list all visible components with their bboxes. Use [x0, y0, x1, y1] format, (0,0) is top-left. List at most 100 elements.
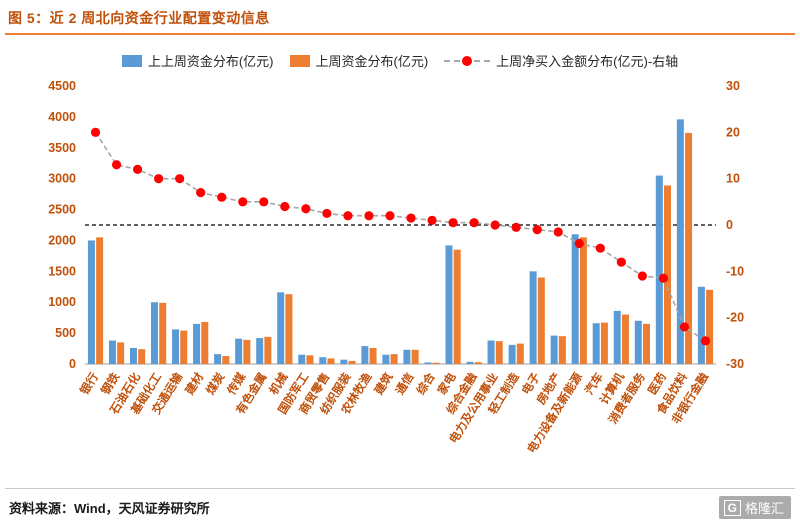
bar-上上周资金分布(亿元)-机械 — [277, 292, 285, 364]
legend-label-week-before-last: 上上周资金分布(亿元) — [147, 54, 274, 69]
bar-上上周资金分布(亿元)-纺织服装 — [340, 359, 348, 364]
bar-上周资金分布(亿元)-基础化工 — [159, 302, 167, 364]
figure-title: 图 5：近 2 周北向资金行业配置变动信息 — [8, 10, 270, 26]
net-buy-dot-家电 — [448, 218, 458, 228]
net-buy-dot-消费者服务 — [637, 271, 647, 281]
bar-上周资金分布(亿元)-电力及公用事业 — [495, 341, 503, 364]
right-axis-labels: -30 -20 -10 0 10 20 30 — [726, 79, 744, 371]
net-buy-dot-传媒 — [238, 197, 248, 207]
svg-text:-20: -20 — [726, 311, 744, 325]
net-buy-dot-建材 — [196, 187, 206, 198]
bar-上周资金分布(亿元)-家电 — [453, 249, 461, 364]
net-buy-dot-国防军工 — [301, 204, 311, 214]
net-buy-dot-农林牧渔 — [364, 211, 374, 221]
svg-text:0: 0 — [726, 218, 733, 232]
bar-上周资金分布(亿元)-有色金属 — [264, 336, 272, 364]
net-buy-dot-综合 — [427, 215, 437, 225]
chart-legend: 上上周资金分布(亿元) 上周资金分布(亿元) 上周净买入金额分布(亿元)-右轴 — [0, 51, 800, 70]
net-buy-dot-医药 — [658, 273, 669, 283]
blue-bar-swatch-icon — [121, 54, 142, 67]
net-buy-dot-煤炭 — [217, 192, 227, 202]
net-buy-dot-纺织服装 — [343, 211, 353, 221]
svg-text:-30: -30 — [726, 357, 744, 371]
bar-上周资金分布(亿元)-医药 — [664, 185, 672, 364]
bar-上上周资金分布(亿元)-煤炭 — [214, 354, 222, 364]
bar-上上周资金分布(亿元)-商贸零售 — [319, 357, 327, 364]
bar-上上周资金分布(亿元)-交通运输 — [172, 329, 180, 364]
bar-上周资金分布(亿元)-非银行金融 — [706, 289, 714, 364]
bar-上上周资金分布(亿元)-国防军工 — [298, 354, 306, 364]
net-buy-dot-建筑 — [385, 211, 395, 221]
bar-上上周资金分布(亿元)-电子 — [529, 271, 537, 364]
bar-上周资金分布(亿元)-商贸零售 — [327, 358, 335, 364]
bar-上周资金分布(亿元)-通信 — [411, 349, 419, 364]
bars-series-0 — [87, 119, 705, 364]
svg-text:银行: 银行 — [77, 370, 101, 397]
bar-上上周资金分布(亿元)-汽车 — [592, 323, 600, 364]
bar-上上周资金分布(亿元)-食品饮料 — [676, 119, 684, 364]
bar-上周资金分布(亿元)-机械 — [285, 294, 293, 364]
svg-text:2500: 2500 — [48, 203, 76, 217]
svg-text:500: 500 — [55, 326, 76, 340]
net-buy-dot-汽车 — [595, 243, 605, 253]
bar-上上周资金分布(亿元)-农林牧渔 — [361, 346, 369, 364]
svg-text:通信: 通信 — [393, 370, 417, 397]
bar-上周资金分布(亿元)-电子 — [537, 277, 545, 364]
net-buy-dot-电子 — [532, 225, 542, 235]
legend-item-net-buy: 上周净买入金额分布(亿元)-右轴 — [444, 51, 678, 70]
net-buy-dot-食品饮料 — [679, 322, 690, 332]
bar-上周资金分布(亿元)-纺织服装 — [348, 360, 356, 364]
bar-line-chart: 0 500 1000 1500 2000 2500 3000 3500 4000 4500 -30-… — [0, 74, 800, 479]
net-buy-dot-通信 — [406, 213, 416, 223]
orange-bar-swatch-icon — [289, 54, 310, 67]
net-buy-dot-计算机 — [616, 257, 626, 267]
net-buy-dot-机械 — [280, 201, 290, 212]
svg-text:建筑: 建筑 — [371, 370, 395, 397]
svg-text:3500: 3500 — [48, 141, 76, 155]
left-axis-labels: 0 500 1000 1500 2000 2500 3000 3500 4000 4500 — [48, 79, 76, 371]
bar-上周资金分布(亿元)-传媒 — [243, 339, 251, 364]
x-axis-labels: 银行钢铁石油石化基础化工交通运输建材煤炭传媒有色金属机械国防军工商贸零售纺织服装… — [77, 370, 711, 456]
svg-text:1500: 1500 — [48, 264, 76, 278]
net-buy-dot-钢铁 — [111, 160, 122, 170]
net-buy-dot-有色金属 — [259, 197, 269, 207]
net-buy-dot-商贸零售 — [322, 208, 332, 219]
bar-上上周资金分布(亿元)-家电 — [445, 245, 453, 364]
bar-上周资金分布(亿元)-消费者服务 — [642, 323, 650, 364]
gelonghui-g-icon: G — [723, 499, 741, 516]
gelonghui-logo-text: 格隆汇 — [744, 501, 784, 516]
net-buy-dot-银行 — [90, 127, 101, 137]
svg-text:20: 20 — [726, 125, 740, 139]
source-note: 资料来源：Wind，天风证券研究所 — [9, 501, 210, 516]
svg-text:4500: 4500 — [48, 79, 76, 93]
net-buy-line — [94, 131, 706, 342]
bar-上上周资金分布(亿元)-电力及公用事业 — [487, 340, 495, 364]
legend-item-last-week: 上周资金分布(亿元) — [289, 51, 429, 70]
title-divider — [5, 33, 795, 35]
net-buy-dot-石油石化 — [132, 164, 143, 174]
bar-上周资金分布(亿元)-建筑 — [390, 354, 398, 364]
legend-item-week-before-last: 上上周资金分布(亿元) — [121, 51, 274, 70]
net-buy-dot-房地产 — [553, 227, 563, 237]
bar-上上周资金分布(亿元)-钢铁 — [108, 340, 116, 364]
legend-label-last-week: 上周资金分布(亿元) — [315, 54, 429, 69]
svg-text:综合: 综合 — [414, 370, 438, 397]
bar-上周资金分布(亿元)-农林牧渔 — [369, 347, 377, 364]
svg-text:30: 30 — [726, 79, 740, 93]
svg-text:3000: 3000 — [48, 172, 76, 186]
bar-上周资金分布(亿元)-石油石化 — [138, 349, 146, 364]
bar-上上周资金分布(亿元)-综合金融 — [466, 361, 474, 364]
net-buy-dot-基础化工 — [154, 174, 164, 184]
svg-text:建材: 建材 — [182, 370, 206, 397]
bar-上周资金分布(亿元)-电力设备及新能源 — [579, 237, 587, 364]
svg-text:1000: 1000 — [48, 295, 76, 309]
bar-上上周资金分布(亿元)-建材 — [193, 323, 201, 364]
bar-上周资金分布(亿元)-国防军工 — [306, 355, 314, 364]
net-buy-dot-电力设备及新能源 — [574, 238, 584, 249]
bar-上周资金分布(亿元)-综合 — [432, 362, 440, 364]
gelonghui-logo: G 格隆汇 — [718, 496, 791, 519]
bar-上上周资金分布(亿元)-电力设备及新能源 — [571, 234, 579, 364]
net-buy-dot-非银行金融 — [700, 336, 711, 346]
bar-上周资金分布(亿元)-食品饮料 — [685, 132, 693, 364]
bar-上周资金分布(亿元)-房地产 — [558, 336, 566, 364]
